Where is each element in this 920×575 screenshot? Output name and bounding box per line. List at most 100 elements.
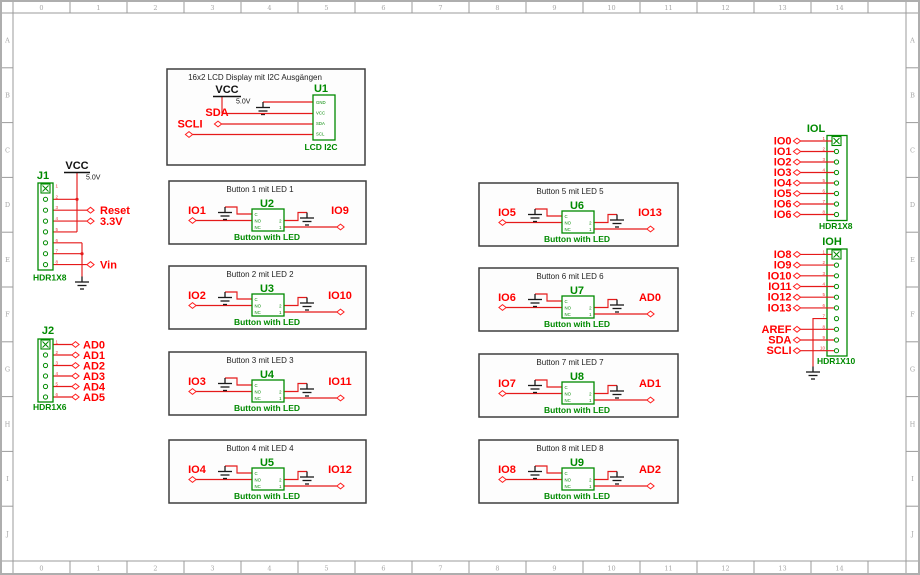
pin[interactable] — [833, 294, 840, 300]
refdes-label[interactable]: IOH — [822, 236, 842, 248]
module-title[interactable]: Button 1 mit LED 1 — [226, 185, 294, 194]
wire[interactable] — [284, 211, 307, 222]
net-label[interactable]: SCLI — [177, 119, 202, 131]
net-label[interactable]: Vin — [100, 260, 117, 272]
refdes-label[interactable]: J2 — [42, 325, 54, 337]
wire[interactable] — [594, 470, 617, 481]
net-port-diamond-icon[interactable] — [336, 394, 345, 402]
part-name-label[interactable]: LCD I2C — [304, 142, 337, 152]
net-label[interactable]: SDA — [205, 107, 228, 119]
pin-1-marker[interactable] — [40, 339, 51, 350]
pin[interactable] — [42, 362, 49, 369]
net-port-diamond-icon[interactable] — [792, 325, 802, 333]
ioh-header-component[interactable]: IOH IO8 1 IO9 2 IO10 3 IO11 4 IO12 5 IO13 6 7 AREF 8 SDA… — [762, 236, 856, 380]
net-port-diamond-icon[interactable] — [498, 475, 507, 484]
net-label[interactable]: 3.3V — [100, 216, 123, 228]
j2-header-component[interactable]: J21 AD0 2 AD1 3 AD2 4 AD3 5 AD4 6 AD5 HDR1X6 — [33, 325, 106, 412]
net-label[interactable]: IO1 — [188, 205, 206, 217]
net-port-diamond-icon[interactable] — [498, 389, 507, 398]
net-port-diamond-icon[interactable] — [792, 293, 802, 301]
net-label[interactable]: IO3 — [188, 376, 206, 388]
j1-header-body[interactable] — [37, 182, 54, 271]
refdes-label[interactable]: U3 — [260, 283, 274, 295]
ground-icon[interactable] — [528, 209, 542, 223]
ground-icon[interactable] — [528, 466, 542, 480]
pin[interactable] — [42, 383, 49, 390]
part-name-label[interactable]: HDR1X6 — [33, 402, 67, 412]
net-label[interactable]: AD2 — [83, 361, 105, 373]
ground-icon[interactable] — [218, 378, 232, 392]
net-label[interactable]: SCLI — [766, 345, 791, 357]
part-name-label[interactable]: Button with LED — [234, 317, 300, 327]
net-port-diamond-icon[interactable] — [86, 206, 95, 214]
net-port-diamond-icon[interactable] — [188, 387, 197, 396]
pin[interactable] — [833, 283, 840, 290]
module-title[interactable]: Button 3 mit LED 3 — [226, 356, 294, 365]
vcc-power-flag[interactable]: VCC 5.0V — [64, 160, 101, 232]
net-label[interactable]: IO5 — [498, 207, 516, 219]
net-port-diamond-icon[interactable] — [188, 475, 197, 484]
pin[interactable] — [42, 251, 49, 257]
net-port-diamond-icon[interactable] — [646, 482, 655, 490]
ground-icon[interactable] — [528, 380, 542, 394]
net-port-diamond-icon[interactable] — [792, 336, 802, 344]
net-label[interactable]: IO3 — [774, 167, 792, 179]
pin[interactable] — [833, 326, 840, 332]
net-label[interactable]: AD5 — [83, 392, 105, 404]
net-port-diamond-icon[interactable] — [71, 351, 80, 359]
ground-icon[interactable] — [218, 466, 232, 480]
wire[interactable] — [594, 298, 617, 309]
part-name-label[interactable]: Button with LED — [234, 403, 300, 413]
net-label[interactable]: IO7 — [498, 378, 516, 390]
vcc-net-label[interactable]: VCC — [65, 160, 88, 172]
net-port-diamond-icon[interactable] — [188, 216, 197, 225]
net-port-diamond-icon[interactable] — [792, 137, 802, 145]
net-label[interactable]: IO8 — [498, 464, 516, 476]
vcc-power-flag[interactable]: VCC 5.0V — [213, 84, 251, 114]
net-port-diamond-icon[interactable] — [71, 393, 80, 401]
refdes-label[interactable]: U6 — [570, 200, 584, 212]
pin[interactable] — [833, 273, 840, 279]
refdes-label[interactable]: U9 — [570, 457, 584, 469]
button-with-led-component-body[interactable] — [251, 293, 285, 317]
pin[interactable] — [42, 352, 49, 358]
net-label[interactable]: IO1 — [774, 146, 792, 158]
net-port-diamond-icon[interactable] — [792, 304, 802, 312]
net-label[interactable]: IO6 — [498, 292, 516, 304]
module-title[interactable]: Button 7 mit LED 7 — [536, 358, 604, 367]
refdes-label[interactable]: U7 — [570, 285, 584, 297]
refdes-label[interactable]: IOL — [807, 123, 826, 135]
module-title[interactable]: Button 4 mit LED 4 — [226, 444, 294, 453]
net-label[interactable]: IO5 — [774, 188, 792, 200]
pin[interactable] — [833, 211, 840, 218]
pin[interactable] — [833, 262, 840, 268]
net-port-diamond-icon[interactable] — [792, 210, 802, 219]
wire[interactable] — [535, 465, 562, 474]
net-port-diamond-icon[interactable] — [498, 303, 507, 312]
button-with-led-component-body[interactable] — [251, 379, 285, 403]
net-label[interactable]: IO8 — [774, 249, 792, 261]
net-port-diamond-icon[interactable] — [792, 168, 802, 177]
ground-icon[interactable] — [610, 385, 624, 399]
ground-icon[interactable] — [75, 276, 89, 290]
ground-icon[interactable] — [610, 471, 624, 485]
net-port-diamond-icon[interactable] — [646, 396, 655, 404]
net-port-diamond-icon[interactable] — [792, 261, 802, 269]
ground-icon[interactable] — [610, 214, 624, 228]
pin[interactable] — [833, 190, 840, 197]
net-label[interactable]: AD0 — [83, 340, 105, 352]
pin-1-marker[interactable] — [831, 249, 842, 260]
ground-icon[interactable] — [218, 207, 232, 221]
pin[interactable] — [42, 262, 49, 268]
pin[interactable] — [42, 207, 49, 213]
wire[interactable] — [535, 379, 562, 388]
pin[interactable] — [42, 240, 49, 246]
module-title[interactable]: Button 8 mit LED 8 — [536, 444, 604, 453]
pin[interactable] — [42, 229, 49, 235]
ground-icon[interactable] — [300, 212, 314, 226]
